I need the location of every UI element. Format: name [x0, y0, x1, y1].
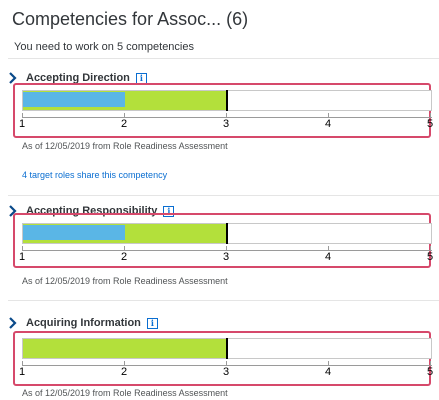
chevron-right-icon [9, 72, 17, 84]
scale-tick [430, 113, 431, 117]
scale-tick [124, 246, 125, 250]
scale-tick-label: 1 [18, 118, 26, 130]
scale-tick [22, 113, 23, 117]
competency-header[interactable]: Accepting Direction i [8, 71, 147, 85]
page-title: Competencies for Assoc... (6) [12, 9, 249, 29]
scale-tick [226, 361, 227, 365]
divider [8, 300, 439, 301]
scale-tick-label: 5 [426, 118, 434, 130]
scale-tick [226, 246, 227, 250]
scale-tick-label: 2 [120, 118, 128, 130]
scale-tick [430, 246, 431, 250]
scale-tick-label: 4 [324, 251, 332, 263]
scale-tick [22, 361, 23, 365]
scale-tick-label: 1 [18, 251, 26, 263]
as-of-text: As of 12/05/2019 from Role Readiness Ass… [22, 388, 228, 398]
scale-tick-label: 2 [120, 366, 128, 378]
divider [8, 58, 439, 59]
scale-axis [22, 117, 432, 118]
scale-tick-label: 3 [222, 366, 230, 378]
scale-axis [22, 250, 432, 251]
scale-tick-label: 3 [222, 118, 230, 130]
scale-tick [430, 361, 431, 365]
shared-roles-link[interactable]: 4 target roles share this competency [22, 170, 168, 180]
proficiency-bar [22, 223, 432, 244]
target-marker [226, 223, 228, 244]
scale-tick [226, 113, 227, 117]
competency-header[interactable]: Acquiring Information i [8, 316, 158, 330]
proficiency-bar [22, 90, 432, 111]
target-marker [226, 338, 228, 359]
scale-tick [328, 361, 329, 365]
scale-tick-label: 4 [324, 118, 332, 130]
as-of-text: As of 12/05/2019 from Role Readiness Ass… [22, 276, 228, 286]
chevron-right-icon [9, 317, 17, 329]
scale-tick [124, 113, 125, 117]
divider [8, 195, 439, 196]
scale-tick-label: 5 [426, 366, 434, 378]
scale-tick-label: 1 [18, 366, 26, 378]
info-icon[interactable]: i [135, 72, 147, 84]
scale-tick-label: 2 [120, 251, 128, 263]
scale-tick [328, 246, 329, 250]
target-level-bar [23, 339, 227, 358]
current-level-bar [23, 225, 125, 240]
competency-name: Acquiring Information [26, 317, 141, 329]
info-icon[interactable]: i [163, 205, 175, 217]
scale-tick [328, 113, 329, 117]
current-level-bar [23, 92, 125, 107]
chevron-right-icon [9, 205, 17, 217]
proficiency-bar [22, 338, 432, 359]
scale-axis [22, 365, 432, 366]
scale-tick-label: 4 [324, 366, 332, 378]
page-subtitle: You need to work on 5 competencies [14, 41, 194, 53]
scale-tick-label: 3 [222, 251, 230, 263]
info-icon[interactable]: i [146, 317, 158, 329]
scale-tick [22, 246, 23, 250]
as-of-text: As of 12/05/2019 from Role Readiness Ass… [22, 141, 228, 151]
scale-tick [124, 361, 125, 365]
scale-tick-label: 5 [426, 251, 434, 263]
competency-name: Accepting Direction [26, 72, 130, 84]
target-marker [226, 90, 228, 111]
